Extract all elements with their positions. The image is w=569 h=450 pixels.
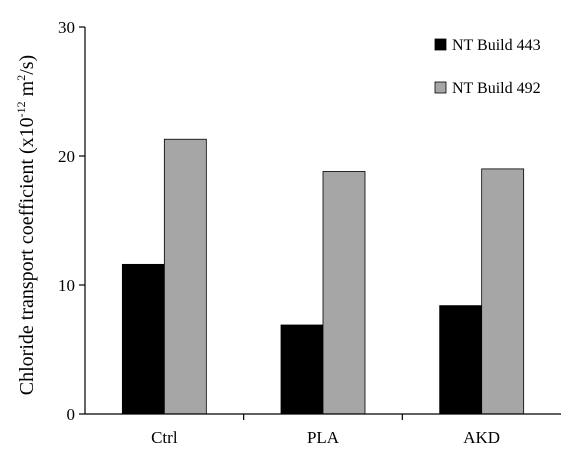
legend-swatch-nt-build-443 <box>434 38 447 51</box>
x-tick-label-pla: PLA <box>307 428 340 447</box>
x-tick-label-ctrl: Ctrl <box>151 428 178 447</box>
legend-swatch-nt-build-492 <box>434 81 447 94</box>
y-tick-label-30: 30 <box>58 18 75 37</box>
x-tick-label-akd: AKD <box>463 428 500 447</box>
y-tick-label-20: 20 <box>58 147 75 166</box>
y-axis-title: Chloride transport coefficient (x10-12 m… <box>14 55 38 395</box>
y-axis-title-exponent-2: 2 <box>14 75 28 81</box>
bar-pla-nt-build-492 <box>322 171 366 415</box>
legend-label-nt-build-492: NT Build 492 <box>452 80 541 97</box>
y-axis-ticks: 0 10 20 30 <box>58 18 85 424</box>
y-tick-label-0: 0 <box>67 405 76 424</box>
x-axis-ticks: Ctrl PLA AKD <box>151 414 500 447</box>
legend: NT Build 443 NT Build 492 <box>434 37 541 97</box>
bar-akd-nt-build-443 <box>439 305 483 415</box>
bar-akd-nt-build-492 <box>481 168 525 415</box>
bar-series <box>121 138 525 415</box>
y-axis-title-prefix: Chloride transport coefficient (x10 <box>16 117 38 395</box>
bar-ctrl-nt-build-492 <box>163 138 207 415</box>
y-tick-label-10: 10 <box>58 276 75 295</box>
bar-ctrl-nt-build-443 <box>121 263 165 415</box>
legend-label-nt-build-443: NT Build 443 <box>452 37 541 54</box>
y-axis-title-suffix: /s) <box>16 55 38 75</box>
y-axis-title-exponent-1: -12 <box>14 101 28 117</box>
bar-pla-nt-build-443 <box>280 324 324 415</box>
y-axis-title-middle: m <box>16 80 38 101</box>
